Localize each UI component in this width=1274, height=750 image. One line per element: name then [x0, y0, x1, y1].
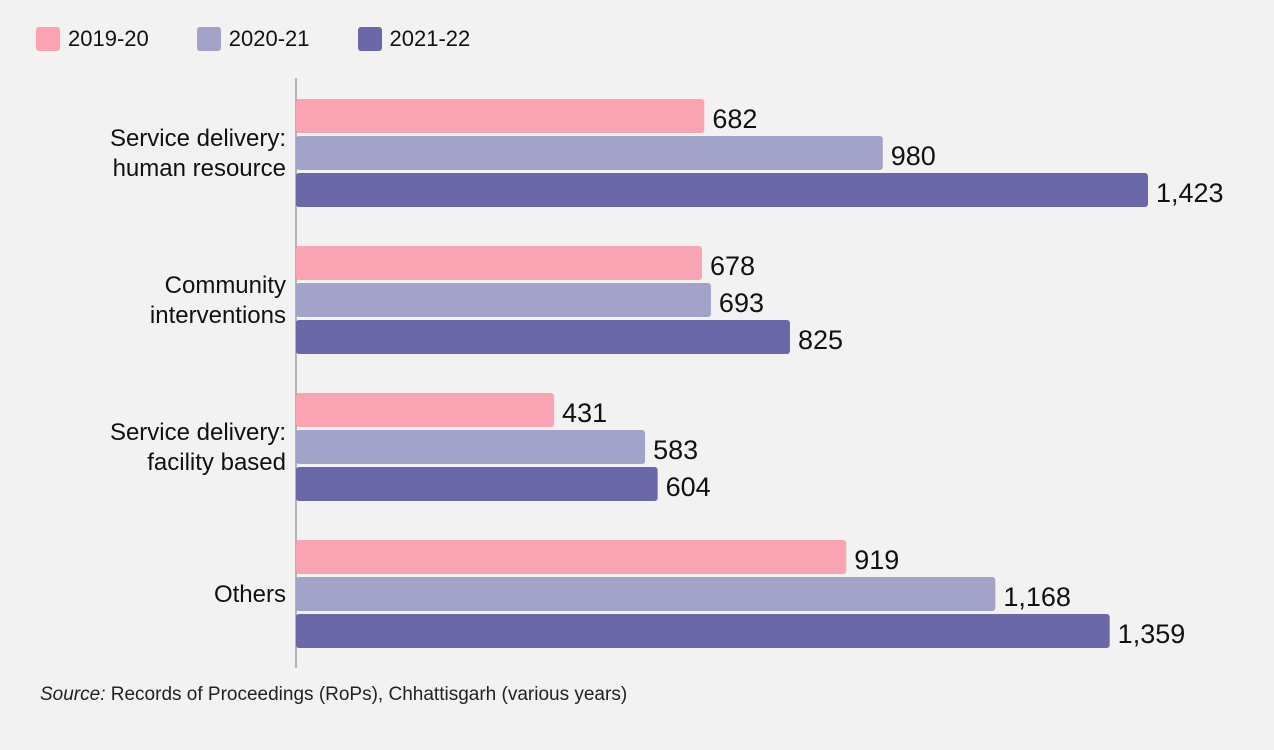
bar: [296, 577, 996, 611]
legend-swatch: [196, 27, 221, 51]
legend-label: 2021-22: [389, 26, 471, 51]
legend-label: 2020-21: [228, 26, 310, 51]
data-label: 693: [719, 288, 764, 318]
category-label-line: Community: [165, 272, 286, 299]
source-label: Source:: [40, 684, 106, 705]
category-label: Service delivery: facility based: [110, 419, 286, 476]
bar: [296, 99, 705, 133]
data-label: 1,168: [1003, 582, 1071, 612]
bar: [296, 320, 790, 354]
data-label: 825: [798, 325, 843, 355]
category-label-line: facility based: [147, 449, 286, 476]
category-label-line: Service delivery:: [110, 419, 286, 446]
source-text: Records of Proceedings (RoPs), Chhattisg…: [105, 684, 628, 705]
bar: [296, 393, 555, 427]
bar: [296, 283, 711, 317]
bar: [296, 614, 1110, 648]
data-label: 431: [562, 398, 607, 428]
data-label: 583: [653, 435, 698, 465]
legend-item-2020-21: 2020-21: [196, 26, 310, 52]
bar: [296, 173, 1148, 207]
bar: [296, 467, 658, 501]
category-label-line: Service delivery:: [110, 125, 286, 152]
data-label: 919: [854, 545, 899, 575]
data-label: 980: [891, 141, 936, 171]
data-label: 604: [666, 472, 711, 502]
data-label: 678: [710, 251, 755, 281]
legend-swatch: [357, 27, 382, 51]
category-label: Service delivery: human resource: [110, 125, 286, 182]
category-label-line: human resource: [113, 155, 286, 182]
legend-item-2019-20: 2019-20: [36, 26, 149, 52]
category-label-line: Others: [214, 581, 286, 608]
bar: [296, 430, 646, 464]
bar: [296, 136, 883, 170]
bar: [296, 540, 847, 574]
bar: [296, 246, 702, 280]
source-note: Source: Records of Proceedings (RoPs), C…: [40, 684, 627, 706]
category-label-line: interventions: [150, 302, 286, 329]
legend-label: 2019-20: [68, 26, 149, 51]
legend-item-2021-22: 2021-22: [357, 26, 471, 52]
data-label: 682: [712, 104, 757, 134]
category-label: Others: [214, 581, 286, 608]
legend-swatch: [36, 27, 60, 51]
chart-legend: 2019-20 2020-21 2021-22: [36, 26, 518, 52]
data-label: 1,359: [1118, 619, 1186, 649]
category-label: Community interventions: [150, 272, 286, 329]
data-label: 1,423: [1156, 178, 1224, 208]
